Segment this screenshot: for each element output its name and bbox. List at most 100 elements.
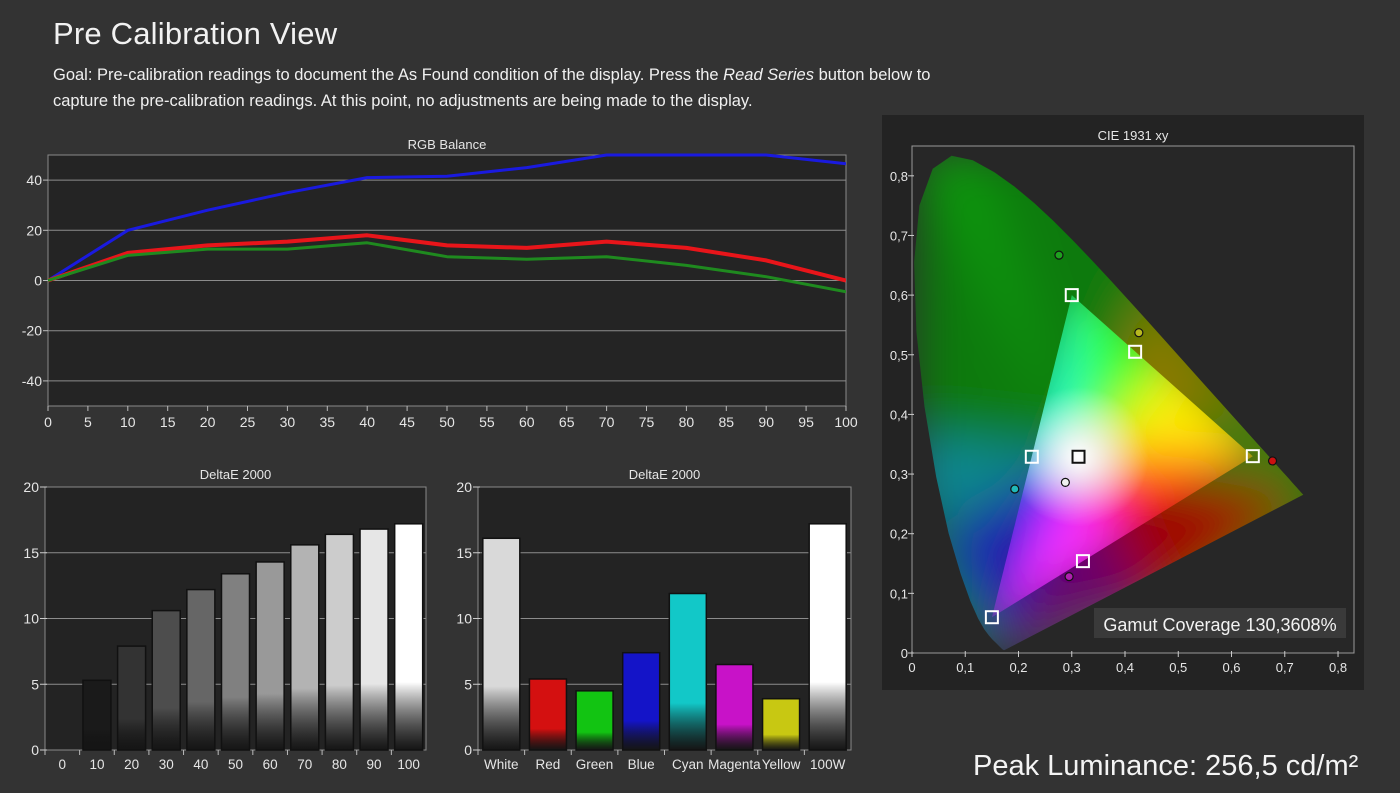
x-tick-label: 10	[89, 757, 104, 772]
y-tick-label: 20	[456, 479, 472, 495]
bar-60	[255, 561, 285, 751]
bar-100w	[808, 523, 847, 751]
y-tick-label: 20	[23, 479, 39, 495]
y-tick-label: 0,2	[890, 527, 908, 542]
x-tick-label: 50	[228, 757, 243, 772]
x-tick-label: 65	[559, 414, 575, 430]
bar-20	[116, 645, 147, 751]
y-tick-label: 0	[34, 273, 42, 289]
series-line-0	[48, 153, 846, 282]
x-tick-label: 30	[159, 757, 174, 772]
target-red	[1245, 449, 1260, 464]
bar-yellow	[761, 697, 801, 751]
y-tick-label: 0,1	[890, 586, 908, 601]
y-tick-label: 0	[901, 646, 908, 661]
chart-title: DeltaE 2000	[200, 467, 272, 482]
target-white	[1071, 449, 1086, 464]
cie-1931-chart: CIE 1931 xy 0,8 0,7 0,6 0,5 0,4 0,3 0,2 0,1 00 0,1…	[882, 115, 1364, 690]
x-tick-label: Cyan	[672, 757, 704, 772]
x-tick-label: 0	[908, 660, 915, 675]
y-tick-label: 0,3	[890, 467, 908, 482]
x-tick-label: Red	[536, 757, 561, 772]
rgb-balance-chart: RGB Balance 40 20 0 -20 -40 0 5 10 15 20 25 30 35 40 45…	[22, 137, 858, 430]
series-line-1	[48, 233, 846, 283]
x-tick-label: 20	[124, 757, 139, 772]
deltae-colors-chart: DeltaE 2000 20 15 10 5 0 White Red Green Blue Cyan…	[456, 467, 852, 772]
y-tick-label: 10	[23, 611, 39, 627]
x-tick-label: 0,7	[1276, 660, 1294, 675]
goal-text-suffix: button below to capture the pre-calibrat…	[53, 66, 931, 110]
y-tick-label: -20	[22, 323, 42, 339]
x-tick-label: 5	[84, 414, 92, 430]
y-tick-label: 40	[26, 172, 42, 188]
gamut-coverage-box	[1094, 608, 1346, 638]
bar-10	[82, 679, 112, 751]
bar-blue	[621, 651, 661, 751]
bar-70	[290, 544, 320, 751]
y-tick-label: 10	[456, 611, 472, 627]
white-point-glow	[1008, 386, 1149, 527]
y-tick-label: 15	[456, 545, 472, 561]
bar-50	[220, 573, 251, 751]
measured-green	[1054, 250, 1064, 260]
target-yellow	[1128, 344, 1143, 359]
y-tick-label: 0	[464, 742, 472, 758]
target-blue	[984, 610, 999, 625]
x-tick-label: 100	[397, 757, 420, 772]
measured-red	[1267, 456, 1278, 466]
page-title: Pre Calibration View	[53, 16, 338, 51]
target-cyan	[1024, 449, 1039, 464]
y-tick-label: 0,8	[890, 169, 908, 184]
x-tick-label: 0,4	[1116, 660, 1134, 675]
x-tick-label: 50	[439, 414, 455, 430]
x-tick-label: 95	[798, 414, 814, 430]
x-tick-label: 25	[240, 414, 256, 430]
y-tick-label: 5	[464, 676, 472, 692]
x-tick-label: 0,8	[1329, 660, 1347, 675]
target-magenta	[1075, 554, 1090, 569]
x-tick-label: 0,3	[1063, 660, 1081, 675]
series-group	[48, 153, 846, 294]
x-tick-label: 80	[679, 414, 695, 430]
yellow-region	[1078, 283, 1304, 498]
x-tick-label: 35	[320, 414, 336, 430]
x-tick-label: 20	[200, 414, 216, 430]
measured-yellow	[1134, 328, 1144, 338]
x-tick-label: 40	[193, 757, 208, 772]
chart-title: DeltaE 2000	[629, 467, 701, 482]
y-tick-label: 5	[31, 676, 39, 692]
x-tick-label: 90	[758, 414, 774, 430]
measured-cyan	[1010, 484, 1020, 494]
y-tick-label: 0,6	[890, 288, 908, 303]
x-tick-label: 75	[639, 414, 655, 430]
gamut-coverage-label: Gamut Coverage 130,3608%	[1103, 615, 1336, 635]
bar-90	[359, 528, 389, 751]
measured-white	[1060, 477, 1070, 488]
x-tick-label: 90	[367, 757, 382, 772]
x-tick-label: 30	[280, 414, 296, 430]
x-tick-label: 70	[599, 414, 615, 430]
bar-100	[393, 523, 424, 751]
x-tick-label: 15	[160, 414, 176, 430]
y-tick-label: 20	[26, 222, 42, 238]
x-tick-label: Blue	[628, 757, 655, 772]
bar-40	[186, 588, 216, 751]
y-tick-label: 15	[23, 545, 39, 561]
x-tick-label: 60	[263, 757, 278, 772]
bar-magenta	[715, 663, 754, 751]
y-tick-label: 0,5	[890, 348, 908, 363]
goal-text-prefix: Goal: Pre-calibration readings to docume…	[53, 66, 724, 84]
series-line-2	[48, 241, 846, 294]
peak-luminance: Peak Luminance: 256,5 cd/m²	[973, 750, 1359, 782]
bar-green	[575, 690, 614, 751]
measured-magenta	[1064, 572, 1074, 582]
bar-30	[151, 609, 181, 751]
chart-title: RGB Balance	[408, 137, 487, 152]
x-tick-label: 60	[519, 414, 535, 430]
x-tick-label: 40	[359, 414, 375, 430]
read-series-emphasis: Read Series	[723, 66, 814, 84]
y-tick-label: 0,7	[890, 228, 908, 243]
target-green	[1064, 288, 1079, 303]
x-tick-label: 10	[120, 414, 136, 430]
